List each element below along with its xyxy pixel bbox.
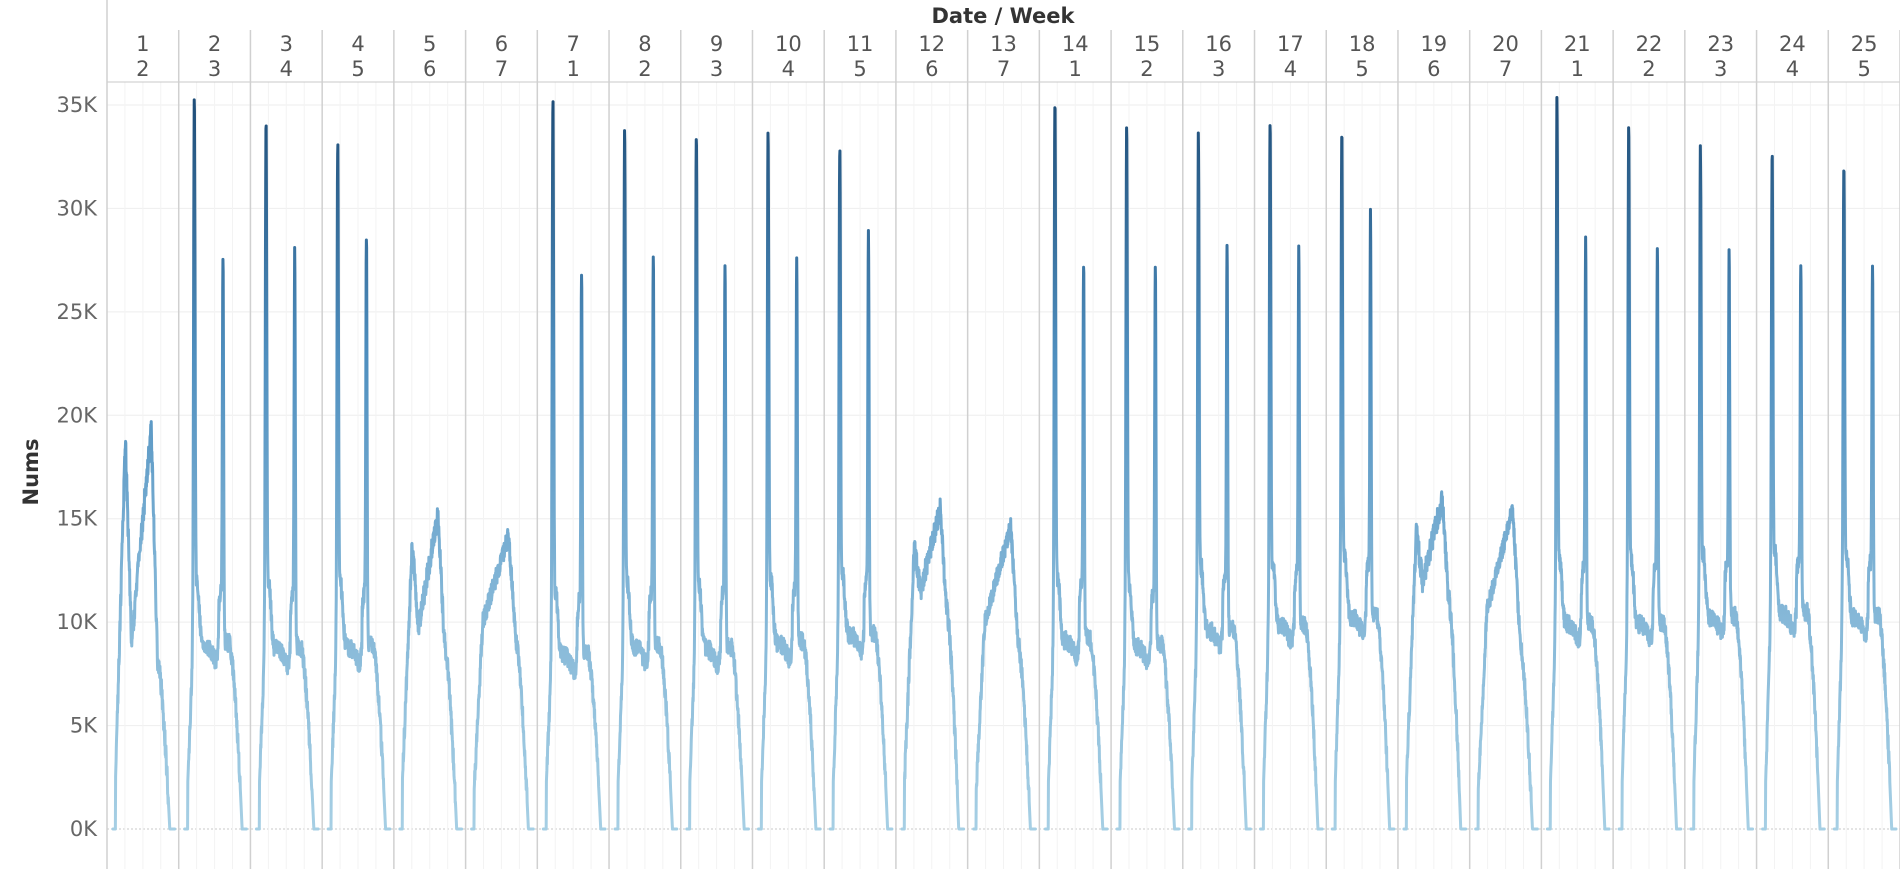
date-label: 8 [638, 32, 651, 56]
week-label: 1 [1069, 57, 1082, 81]
series-line-day-12 [900, 497, 966, 831]
series-line-day-22 [1617, 126, 1683, 831]
y-tick-label: 5K [70, 714, 98, 738]
y-tick-label: 0K [70, 817, 98, 841]
series-line-day-15 [1115, 126, 1181, 831]
panel-dividers [106, 0, 1900, 869]
series-line-day-20 [1474, 504, 1539, 831]
series-line-day-21 [1545, 95, 1611, 831]
date-label: 19 [1420, 32, 1447, 56]
series-line-day-19 [1402, 490, 1468, 831]
week-label: 5 [853, 57, 866, 81]
date-label: 4 [351, 32, 364, 56]
date-label: 3 [280, 32, 293, 56]
week-label: 5 [1355, 57, 1368, 81]
series-line-day-18 [1330, 135, 1396, 831]
series-line-day-2 [183, 98, 248, 831]
date-label: 13 [990, 32, 1017, 56]
date-label: 18 [1349, 32, 1376, 56]
week-label: 6 [1427, 57, 1440, 81]
series-line-day-14 [1043, 106, 1109, 831]
week-label: 3 [1714, 57, 1727, 81]
date-label: 12 [918, 32, 945, 56]
series-line-day-24 [1761, 154, 1826, 831]
week-label: 4 [782, 57, 795, 81]
y-tick-label: 25K [57, 300, 99, 324]
week-label: 4 [1786, 57, 1799, 81]
date-label: 21 [1564, 32, 1591, 56]
date-label: 23 [1707, 32, 1734, 56]
y-tick-label: 30K [57, 196, 99, 220]
date-label: 15 [1134, 32, 1161, 56]
series-line-day-4 [326, 143, 392, 831]
week-label: 2 [1642, 57, 1655, 81]
y-tick-label: 10K [57, 610, 99, 634]
series-line-day-16 [1187, 131, 1253, 831]
week-label: 2 [1140, 57, 1153, 81]
week-label: 1 [1571, 57, 1584, 81]
series-line-day-1 [111, 420, 177, 831]
week-label: 5 [351, 57, 364, 81]
week-label: 4 [280, 57, 293, 81]
date-label: 10 [775, 32, 802, 56]
date-label: 5 [423, 32, 436, 56]
date-label: 16 [1205, 32, 1232, 56]
y-axis-title: Nums [19, 439, 43, 506]
series-line-day-17 [1259, 124, 1324, 831]
series-line-day-13 [972, 517, 1037, 831]
date-label: 25 [1851, 32, 1878, 56]
date-label: 17 [1277, 32, 1304, 56]
series-line-day-10 [756, 131, 822, 831]
week-label: 7 [495, 57, 508, 81]
week-label: 2 [136, 57, 149, 81]
series-layer [111, 95, 1898, 831]
series-line-day-23 [1689, 144, 1755, 831]
date-label: 2 [208, 32, 221, 56]
y-tick-label: 20K [57, 403, 99, 427]
week-label: 7 [1499, 57, 1512, 81]
week-label: 6 [423, 57, 436, 81]
week-label: 1 [566, 57, 579, 81]
series-line-day-25 [1832, 169, 1898, 831]
date-label: 11 [847, 32, 874, 56]
y-tick-label: 15K [57, 507, 99, 531]
week-label: 5 [1857, 57, 1870, 81]
week-label: 7 [997, 57, 1010, 81]
date-label: 9 [710, 32, 723, 56]
series-line-day-3 [254, 124, 320, 831]
series-line-day-5 [398, 507, 464, 831]
date-label: 22 [1636, 32, 1663, 56]
week-label: 4 [1284, 57, 1297, 81]
date-label: 20 [1492, 32, 1519, 56]
y-axis: 0K 5K 10K 15K 20K 25K 30K 35K [57, 93, 99, 841]
date-label: 24 [1779, 32, 1806, 56]
series-line-day-9 [685, 138, 750, 831]
x-axis-title: Date / Week [931, 4, 1075, 28]
column-header: 1223344556677182931041151261371411521631… [136, 32, 1877, 81]
series-line-day-6 [470, 527, 535, 831]
week-label: 3 [1212, 57, 1225, 81]
week-label: 2 [638, 57, 651, 81]
week-label: 3 [208, 57, 221, 81]
series-line-day-7 [541, 100, 607, 831]
week-label: 3 [710, 57, 723, 81]
series-line-day-8 [613, 129, 679, 831]
date-label: 14 [1062, 32, 1089, 56]
date-label: 7 [566, 32, 579, 56]
y-tick-label: 35K [57, 93, 99, 117]
week-label: 6 [925, 57, 938, 81]
date-label: 6 [495, 32, 508, 56]
series-line-day-11 [828, 149, 894, 831]
date-label: 1 [136, 32, 149, 56]
